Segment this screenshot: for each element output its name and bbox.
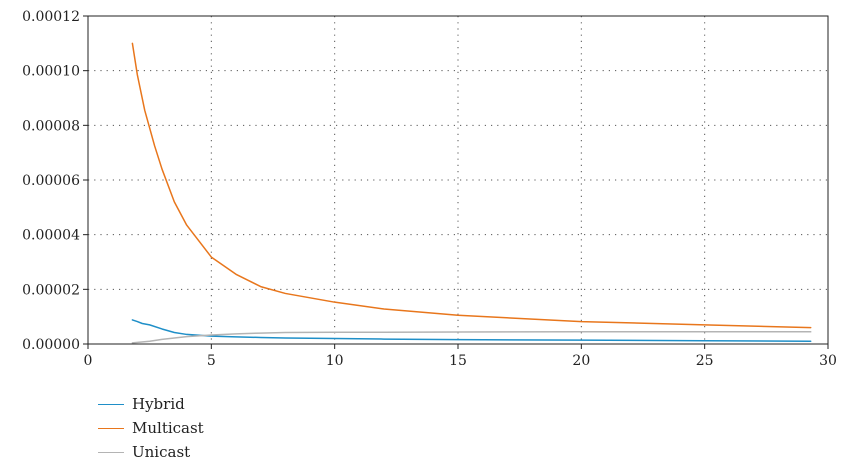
series-line-multicast bbox=[131, 42, 812, 329]
y-tick-label: 0.00000 bbox=[22, 337, 80, 353]
x-tick-label: 30 bbox=[819, 353, 837, 369]
y-tick-label: 0.00004 bbox=[22, 228, 80, 244]
legend-item-unicast: Unicast bbox=[98, 440, 204, 464]
grid-lines bbox=[88, 16, 828, 344]
legend-label-multicast: Multicast bbox=[132, 419, 204, 437]
x-tick-label: 25 bbox=[696, 353, 714, 369]
y-tick-label: 0.00006 bbox=[22, 173, 80, 189]
legend: Hybrid Multicast Unicast bbox=[98, 392, 204, 464]
x-tick-label: 5 bbox=[207, 353, 216, 369]
series-line-unicast bbox=[131, 330, 812, 344]
y-tick-label: 0.00008 bbox=[22, 118, 80, 134]
series-lines bbox=[131, 42, 812, 344]
y-tick-label: 0.00012 bbox=[22, 9, 80, 25]
x-tick-label: 0 bbox=[84, 353, 93, 369]
legend-swatch-unicast bbox=[98, 451, 124, 453]
plot-area-frame bbox=[87, 15, 829, 345]
legend-item-hybrid: Hybrid bbox=[98, 392, 204, 416]
axis-tick-labels: 0 5 10 15 20 25 30 0.00000 0.00002 0.00004 0.00006… bbox=[22, 9, 837, 369]
series-line-hybrid bbox=[131, 319, 812, 343]
x-tick-label: 10 bbox=[326, 353, 344, 369]
x-tick-label: 20 bbox=[572, 353, 590, 369]
legend-item-multicast: Multicast bbox=[98, 416, 204, 440]
legend-swatch-multicast bbox=[98, 427, 124, 429]
y-tick-label: 0.00010 bbox=[22, 64, 80, 80]
legend-label-unicast: Unicast bbox=[132, 443, 191, 461]
legend-label-hybrid: Hybrid bbox=[132, 395, 185, 413]
x-tick-label: 15 bbox=[449, 353, 467, 369]
y-tick-label: 0.00002 bbox=[22, 282, 80, 298]
legend-swatch-hybrid bbox=[98, 403, 124, 405]
axis-ticks bbox=[83, 15, 829, 349]
